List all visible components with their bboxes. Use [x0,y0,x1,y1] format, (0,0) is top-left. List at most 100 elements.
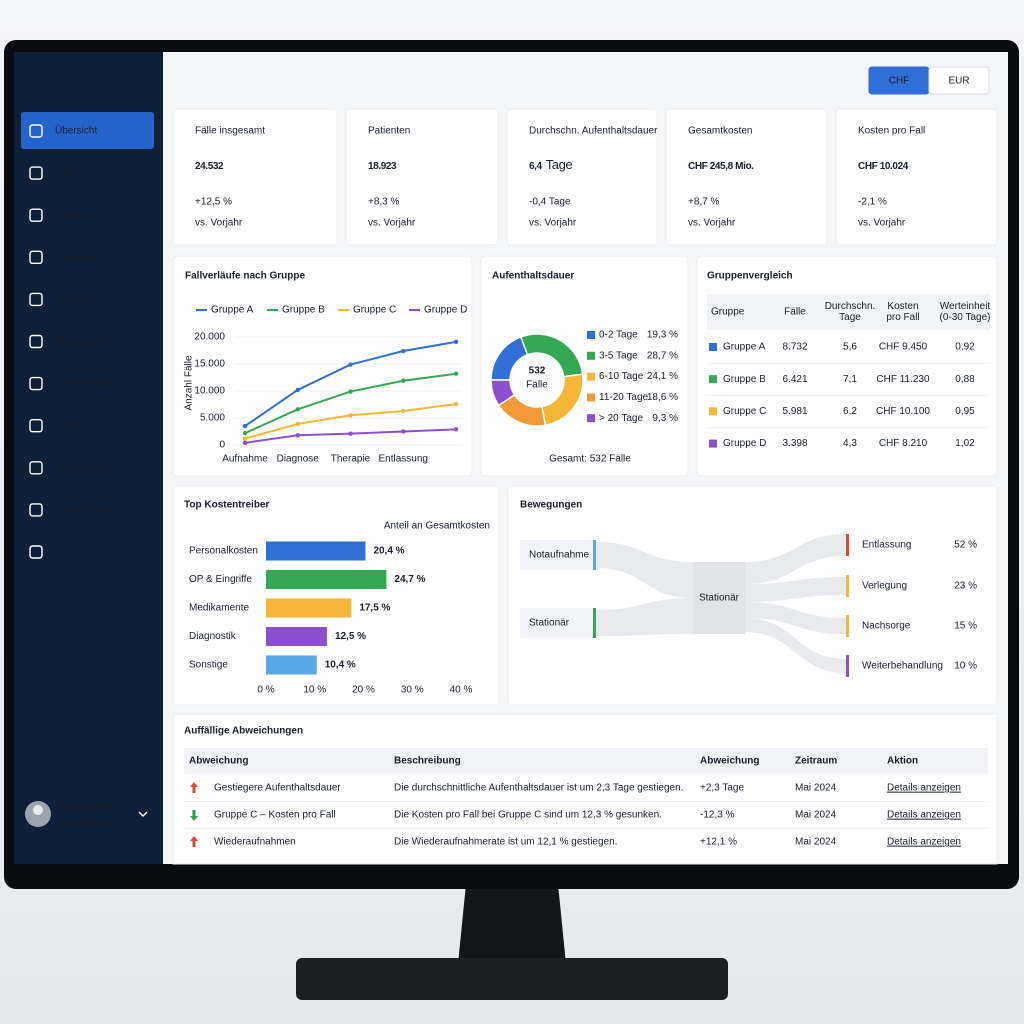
nav-active[interactable] [21,112,154,149]
nav-item[interactable]: Bewegungen [55,336,113,347]
table-cell: -12,3 % [700,810,735,821]
nav-item[interactable]: Gruppen [55,210,94,221]
nav-item[interactable]: Datenimport [55,462,110,473]
bar-value-label: 24,7 % [394,574,425,585]
target-share: 52 % [954,540,977,551]
legend-label: 11-20 Tage [599,392,649,403]
flow-band [745,618,846,673]
currency-label[interactable]: CHF [889,76,910,87]
bar-value-label: 17,5 % [359,603,390,614]
nav-item[interactable]: Berichte [55,420,92,431]
bar-chart-card [172,485,500,706]
table-cell: 5,6 [843,342,857,353]
table-header: Gruppe [711,307,745,318]
legend-label: Gruppe A [211,305,254,316]
donut-center-label: Fälle [526,380,548,391]
table-cell: 4,3 [843,438,857,449]
bar [266,627,327,646]
bar-value-label: 10,4 % [325,660,356,671]
table-header-band [184,748,988,774]
bar [266,570,387,589]
details-link[interactable]: Details anzeigen [887,783,961,794]
series-point [242,423,248,429]
trend-arrow [190,782,198,793]
nav-icon [29,503,43,517]
table-cell: CHF 11.230 [876,374,930,385]
flow-band [745,577,846,602]
kpi-label: Patienten [368,126,410,137]
panel-title: Bewegungen [520,500,582,511]
details-link[interactable]: Details anzeigen [887,837,961,848]
flow-band [596,542,693,598]
target-label: Entlassung [862,540,911,551]
table-header: Abweichung [189,756,248,767]
target-share: 23 % [954,581,977,592]
table-header: Werteinheit [940,301,991,312]
series-point [348,389,353,394]
legend-label: 0-2 Tage [599,330,638,341]
nav-item[interactable]: Hilfe [55,547,75,558]
x-tick-label: 40 % [450,685,473,696]
group-swatch [709,407,717,416]
y-tick-label: 0 [219,440,225,451]
source-node [520,540,596,570]
table-header: Beschreibung [394,756,461,767]
category-label: Sonstige [189,660,228,671]
kpi-value-unit: Tage [546,157,573,172]
nav-item[interactable]: Übersicht [55,125,97,137]
x-tick-label: 0 % [257,685,274,696]
kpi-change: -0,4 Tage [529,197,571,208]
monitor-base [296,958,728,1000]
kpi-value: 6,4 Tage [529,157,572,172]
series-point [401,348,406,354]
user-menu-chevron[interactable] [138,811,148,817]
kpi-value-number: 6,4 [529,161,543,172]
nav-item[interactable]: Einstellungen [55,505,115,516]
flow-band [596,598,693,636]
series-point [295,407,300,412]
table-cell: Gestiegere Aufenthaltsdauer [214,783,341,794]
nav-item[interactable]: Kostentreiber [55,378,115,389]
nav-item[interactable]: Analysen [55,252,96,263]
kpi-note: vs. Vorjahr [688,218,736,229]
details-link[interactable]: Details anzeigen [887,810,961,821]
bar-value-label: 12,5 % [335,631,366,642]
table-cell: 8.732 [782,342,807,353]
table-cell: CHF 10.100 [876,406,930,417]
table-cell: 6,2 [843,406,857,417]
nav-icon [29,166,43,180]
y-axis-label: Anzahl Fälle [184,355,195,410]
table-header: pro Fall [886,312,919,323]
target-accent [846,534,849,556]
legend-label: Gruppe D [424,305,467,316]
kpi-change: -2,1 % [858,197,887,208]
series-point [453,339,459,345]
kpi-change: +8,3 % [368,197,400,208]
deviations-card [172,713,998,865]
target-share: 15 % [954,621,977,632]
flow-band [745,534,846,584]
nav-item[interactable]: Verläufe [55,294,92,305]
user-name: Maria Müller [59,801,117,812]
legend-value: 19,3 % [647,330,678,341]
target-accent [846,615,849,637]
kpi-card [506,108,658,246]
donut-segment [490,379,516,407]
nav-icon [29,545,43,559]
nav-icon [29,124,43,138]
source-label: Notaufnahme [529,550,589,561]
kpi-label: Kosten pro Fall [858,126,925,137]
group-swatch [709,343,717,351]
currency-button[interactable] [928,66,990,95]
nav-item[interactable]: Fälle [55,168,77,179]
kpi-note: vs. Vorjahr [858,218,906,229]
kpi-label: Durchschn. Aufenthaltsdauer [529,126,658,137]
kpi-card [665,108,828,246]
series-point [348,431,353,436]
table-cell: 0,88 [955,374,975,385]
kpi-value-number: CHF 10.024 [858,161,909,172]
chart-subtitle: Anteil an Gesamtkosten [384,521,490,532]
currency-label[interactable]: EUR [948,76,969,87]
group-swatch [709,375,717,384]
